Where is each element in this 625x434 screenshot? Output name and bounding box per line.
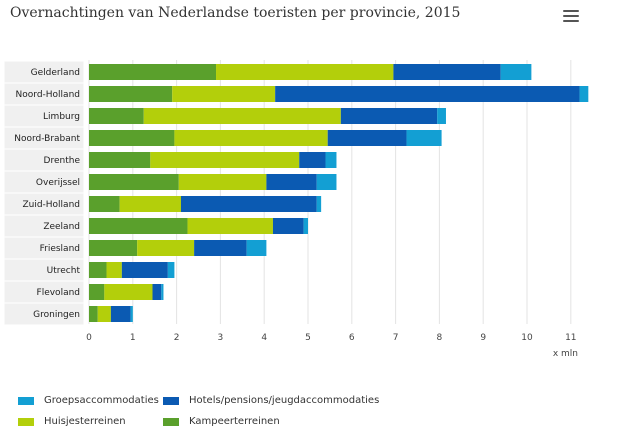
category-label-friesland: Friesland	[40, 244, 80, 254]
bar-utrecht-huisjesterreinen[interactable]	[106, 262, 122, 278]
bar-friesland-huisjesterreinen[interactable]	[137, 240, 195, 256]
x-tick-label: 0	[86, 333, 92, 343]
bar-zuid-holland-huisjesterreinen[interactable]	[119, 196, 181, 212]
category-label-limburg: Limburg	[43, 112, 80, 122]
legend-item-kampeerterreinen[interactable]: Kampeerterreinen	[163, 416, 280, 427]
category-label-background	[3, 302, 85, 326]
bar-groningen-hotels-pensions-jeugdaccommodaties[interactable]	[110, 306, 131, 322]
bar-zeeland-groepsaccommodaties[interactable]	[303, 218, 308, 234]
bar-overijssel-kampeerterreinen[interactable]	[89, 174, 179, 190]
legend-swatch	[163, 417, 179, 426]
category-label-noord-holland: Noord-Holland	[16, 90, 80, 100]
bar-noord-holland-kampeerterreinen[interactable]	[89, 86, 173, 102]
legend-item-hotels[interactable]: Hotels/pensions/jeugdaccommodaties	[163, 395, 379, 406]
bar-limburg-groepsaccommodaties[interactable]	[437, 108, 446, 124]
bar-gelderland-kampeerterreinen[interactable]	[89, 64, 217, 80]
bar-flevoland-huisjesterreinen[interactable]	[104, 284, 153, 300]
bar-zuid-holland-kampeerterreinen[interactable]	[89, 196, 120, 212]
bar-limburg-hotels-pensions-jeugdaccommodaties[interactable]	[340, 108, 438, 124]
category-label-zuid-holland: Zuid-Holland	[22, 200, 80, 210]
category-label-utrecht: Utrecht	[47, 266, 81, 276]
bar-noord-holland-groepsaccommodaties[interactable]	[579, 86, 589, 102]
chart-title: Overnachtingen van Nederlandse toeristen…	[10, 5, 461, 21]
bar-gelderland-huisjesterreinen[interactable]	[216, 64, 394, 80]
category-label-gelderland: Gelderland	[31, 68, 80, 78]
category-label-overijssel: Overijssel	[36, 178, 80, 188]
bar-overijssel-hotels-pensions-jeugdaccommodaties[interactable]	[266, 174, 317, 190]
hamburger-menu-icon[interactable]	[563, 10, 579, 23]
category-label-groningen: Groningen	[33, 310, 80, 320]
x-tick-label: 11	[565, 333, 576, 343]
legend-swatch	[18, 417, 34, 426]
bar-zuid-holland-hotels-pensions-jeugdaccommodaties[interactable]	[180, 196, 317, 212]
legend-label: Kampeerterreinen	[189, 416, 280, 427]
x-tick-label: 7	[393, 333, 399, 343]
bar-zuid-holland-groepsaccommodaties[interactable]	[316, 196, 322, 212]
legend-swatch	[18, 396, 34, 405]
legend-label: Hotels/pensions/jeugdaccommodaties	[189, 395, 380, 406]
bar-utrecht-groepsaccommodaties[interactable]	[167, 262, 175, 278]
bar-flevoland-groepsaccommodaties[interactable]	[161, 284, 164, 300]
bar-noord-brabant-groepsaccommodaties[interactable]	[406, 130, 442, 146]
bar-zeeland-kampeerterreinen[interactable]	[89, 218, 188, 234]
bar-gelderland-groepsaccommodaties[interactable]	[500, 64, 532, 80]
legend-label: Groepsaccommodaties	[44, 395, 159, 406]
x-tick-label: 1	[130, 333, 136, 343]
x-tick-label: 4	[261, 333, 267, 343]
bar-friesland-kampeerterreinen[interactable]	[89, 240, 138, 256]
bar-overijssel-huisjesterreinen[interactable]	[178, 174, 267, 190]
bar-utrecht-hotels-pensions-jeugdaccommodaties[interactable]	[121, 262, 168, 278]
bar-noord-holland-hotels-pensions-jeugdaccommodaties[interactable]	[275, 86, 580, 102]
bar-flevoland-hotels-pensions-jeugdaccommodaties[interactable]	[152, 284, 162, 300]
bar-zeeland-hotels-pensions-jeugdaccommodaties[interactable]	[272, 218, 304, 234]
x-axis-label: x mln	[553, 349, 578, 359]
bar-noord-brabant-hotels-pensions-jeugdaccommodaties[interactable]	[327, 130, 407, 146]
x-tick-label: 8	[437, 333, 443, 343]
bar-noord-brabant-huisjesterreinen[interactable]	[174, 130, 328, 146]
legend-label: Huisjesterreinen	[44, 416, 126, 427]
x-tick-label: 2	[174, 333, 180, 343]
bar-overijssel-groepsaccommodaties[interactable]	[316, 174, 337, 190]
bar-groningen-kampeerterreinen[interactable]	[89, 306, 98, 322]
category-label-flevoland: Flevoland	[37, 288, 80, 298]
category-label-drenthe: Drenthe	[44, 156, 81, 166]
x-tick-label: 10	[521, 333, 533, 343]
bar-noord-holland-huisjesterreinen[interactable]	[172, 86, 276, 102]
bar-groningen-groepsaccommodaties[interactable]	[130, 306, 133, 322]
bar-noord-brabant-kampeerterreinen[interactable]	[89, 130, 175, 146]
category-label-zeeland: Zeeland	[43, 222, 80, 232]
category-label-noord-brabant: Noord-Brabant	[14, 134, 80, 144]
bar-groningen-huisjesterreinen[interactable]	[97, 306, 111, 322]
bar-limburg-huisjesterreinen[interactable]	[143, 108, 341, 124]
bar-zeeland-huisjesterreinen[interactable]	[187, 218, 273, 234]
bar-friesland-groepsaccommodaties[interactable]	[246, 240, 267, 256]
x-tick-label: 5	[305, 333, 311, 343]
legend-swatch	[163, 396, 179, 405]
bar-drenthe-kampeerterreinen[interactable]	[89, 152, 151, 168]
bar-drenthe-hotels-pensions-jeugdaccommodaties[interactable]	[299, 152, 326, 168]
bar-drenthe-huisjesterreinen[interactable]	[150, 152, 300, 168]
bar-friesland-hotels-pensions-jeugdaccommodaties[interactable]	[194, 240, 247, 256]
legend-item-huisjesterreinen[interactable]: Huisjesterreinen	[18, 416, 126, 427]
x-tick-label: 9	[480, 333, 486, 343]
bar-limburg-kampeerterreinen[interactable]	[89, 108, 144, 124]
x-tick-label: 6	[349, 333, 355, 343]
bar-drenthe-groepsaccommodaties[interactable]	[325, 152, 337, 168]
bar-utrecht-kampeerterreinen[interactable]	[89, 262, 107, 278]
bar-flevoland-kampeerterreinen[interactable]	[89, 284, 105, 300]
legend-item-groepsaccommodaties[interactable]: Groepsaccommodaties	[18, 395, 159, 406]
bar-gelderland-hotels-pensions-jeugdaccommodaties[interactable]	[393, 64, 501, 80]
x-tick-label: 3	[218, 333, 224, 343]
